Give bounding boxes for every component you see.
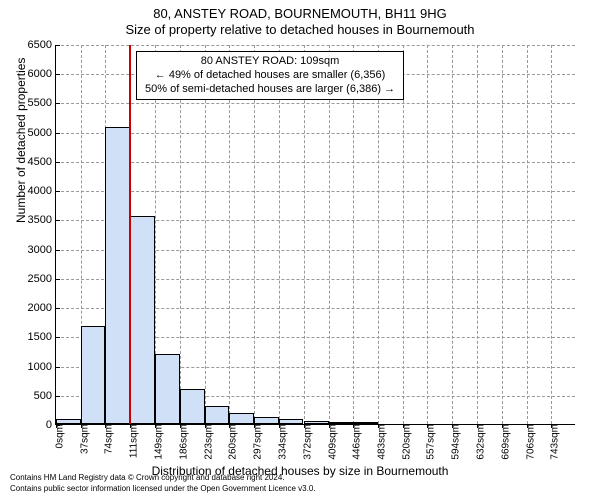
y-tick-label: 500 — [34, 390, 56, 402]
histogram-bar — [205, 406, 230, 424]
gridline-h — [56, 162, 575, 163]
x-tick-label: 111sqm — [127, 424, 140, 458]
histogram-bar — [353, 422, 378, 424]
footer-attribution: Contains HM Land Registry data © Crown c… — [10, 473, 316, 494]
gridline-h — [56, 191, 575, 192]
y-tick-label: 5000 — [28, 127, 56, 139]
x-tick-label: 446sqm — [350, 424, 363, 460]
gridline-v — [502, 45, 503, 424]
x-tick-label: 632sqm — [474, 424, 487, 460]
legend-line3: 50% of semi-detached houses are larger (… — [145, 83, 395, 97]
y-tick-label: 6500 — [28, 39, 56, 51]
gridline-v — [527, 45, 528, 424]
x-tick-label: 743sqm — [548, 424, 561, 460]
histogram-bar — [81, 326, 106, 424]
legend-line2: ← 49% of detached houses are smaller (6,… — [145, 69, 395, 83]
x-tick-label: 223sqm — [201, 424, 214, 460]
histogram-bar — [329, 422, 354, 424]
y-tick-label: 1000 — [28, 361, 56, 373]
legend-line1: 80 ANSTEY ROAD: 109sqm — [145, 55, 395, 69]
x-tick-label: 409sqm — [325, 424, 338, 460]
histogram-bar — [130, 216, 155, 424]
gridline-v — [551, 45, 552, 424]
histogram-bar — [180, 389, 205, 424]
gridline-v — [378, 45, 379, 424]
gridline-v — [329, 45, 330, 424]
histogram-bar — [105, 127, 130, 424]
gridline-v — [477, 45, 478, 424]
x-tick-label: 594sqm — [449, 424, 462, 460]
y-axis-label: Number of detached properties — [14, 58, 28, 223]
histogram-bar — [254, 417, 279, 424]
x-tick-label: 334sqm — [275, 424, 288, 460]
gridline-v — [353, 45, 354, 424]
gridline-v — [452, 45, 453, 424]
gridline-v — [403, 45, 404, 424]
x-tick-label: 483sqm — [375, 424, 388, 460]
histogram-bar — [56, 419, 81, 424]
chart-title-line2: Size of property relative to detached ho… — [0, 22, 600, 37]
y-tick-label: 2000 — [28, 302, 56, 314]
gridline-v — [279, 45, 280, 424]
histogram-bar — [279, 419, 304, 424]
x-tick-label: 186sqm — [177, 424, 190, 460]
gridline-v — [427, 45, 428, 424]
y-tick-label: 4000 — [28, 185, 56, 197]
x-tick-label: 260sqm — [226, 424, 239, 460]
y-tick-label: 1500 — [28, 331, 56, 343]
y-tick-label: 4500 — [28, 156, 56, 168]
marker-line — [129, 45, 131, 424]
gridline-v — [254, 45, 255, 424]
histogram-bar — [155, 354, 180, 424]
x-tick-label: 669sqm — [499, 424, 512, 460]
x-tick-label: 557sqm — [424, 424, 437, 460]
gridline-h — [56, 45, 575, 46]
gridline-h — [56, 133, 575, 134]
x-tick-label: 520sqm — [399, 424, 412, 460]
y-tick-label: 3500 — [28, 214, 56, 226]
x-tick-label: 297sqm — [251, 424, 264, 460]
x-tick-label: 372sqm — [301, 424, 314, 460]
footer-line2: Contains public sector information licen… — [10, 484, 316, 494]
histogram-bar — [229, 413, 254, 424]
y-tick-label: 3000 — [28, 244, 56, 256]
x-tick-label: 706sqm — [523, 424, 536, 460]
gridline-v — [304, 45, 305, 424]
x-tick-label: 37sqm — [77, 424, 90, 454]
y-tick-label: 2500 — [28, 273, 56, 285]
chart-plot-area: 0500100015002000250030003500400045005000… — [55, 45, 575, 425]
x-tick-label: 74sqm — [102, 424, 115, 454]
histogram-bar — [304, 421, 329, 425]
y-tick-label: 6000 — [28, 68, 56, 80]
gridline-v — [205, 45, 206, 424]
y-tick-label: 5500 — [28, 97, 56, 109]
chart-legend: 80 ANSTEY ROAD: 109sqm ← 49% of detached… — [136, 51, 404, 100]
gridline-v — [180, 45, 181, 424]
gridline-h — [56, 103, 575, 104]
chart-title-line1: 80, ANSTEY ROAD, BOURNEMOUTH, BH11 9HG — [0, 6, 600, 21]
x-tick-label: 0sqm — [53, 424, 66, 448]
gridline-v — [229, 45, 230, 424]
x-tick-label: 149sqm — [152, 424, 165, 460]
footer-line1: Contains HM Land Registry data © Crown c… — [10, 473, 316, 483]
